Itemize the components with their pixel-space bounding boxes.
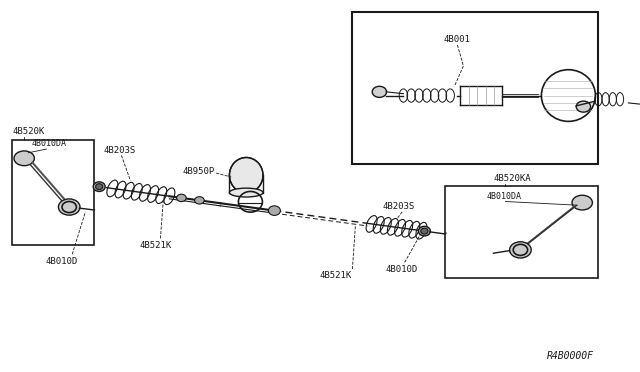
Ellipse shape: [14, 151, 35, 166]
Text: 4B950P: 4B950P: [182, 167, 214, 176]
Ellipse shape: [195, 197, 204, 204]
Ellipse shape: [177, 194, 186, 202]
Text: 4B520KA: 4B520KA: [493, 174, 531, 183]
Text: 4B001: 4B001: [444, 35, 471, 44]
Ellipse shape: [229, 157, 263, 193]
Ellipse shape: [93, 182, 105, 192]
Bar: [445, 186, 598, 278]
Bar: [12, 140, 94, 245]
Ellipse shape: [58, 199, 80, 215]
Ellipse shape: [572, 195, 593, 210]
Bar: [353, 13, 598, 164]
Text: 4B010DA: 4B010DA: [486, 192, 521, 201]
Text: 4B010D: 4B010D: [45, 257, 77, 266]
Ellipse shape: [576, 101, 591, 112]
Ellipse shape: [229, 188, 263, 197]
Text: 4B203S: 4B203S: [383, 202, 415, 211]
Ellipse shape: [419, 226, 431, 236]
Text: 4B010D: 4B010D: [385, 265, 418, 275]
Text: 4B010DA: 4B010DA: [31, 140, 67, 148]
Ellipse shape: [268, 206, 280, 215]
Ellipse shape: [95, 184, 103, 190]
Ellipse shape: [421, 228, 428, 234]
Text: R4B0000F: R4B0000F: [547, 352, 594, 361]
Ellipse shape: [509, 242, 531, 258]
Text: 4B521K: 4B521K: [319, 271, 351, 280]
Ellipse shape: [372, 86, 387, 97]
Text: 4B520K: 4B520K: [12, 127, 44, 136]
Text: 4B203S: 4B203S: [104, 145, 136, 155]
Text: 4B521K: 4B521K: [140, 241, 172, 250]
